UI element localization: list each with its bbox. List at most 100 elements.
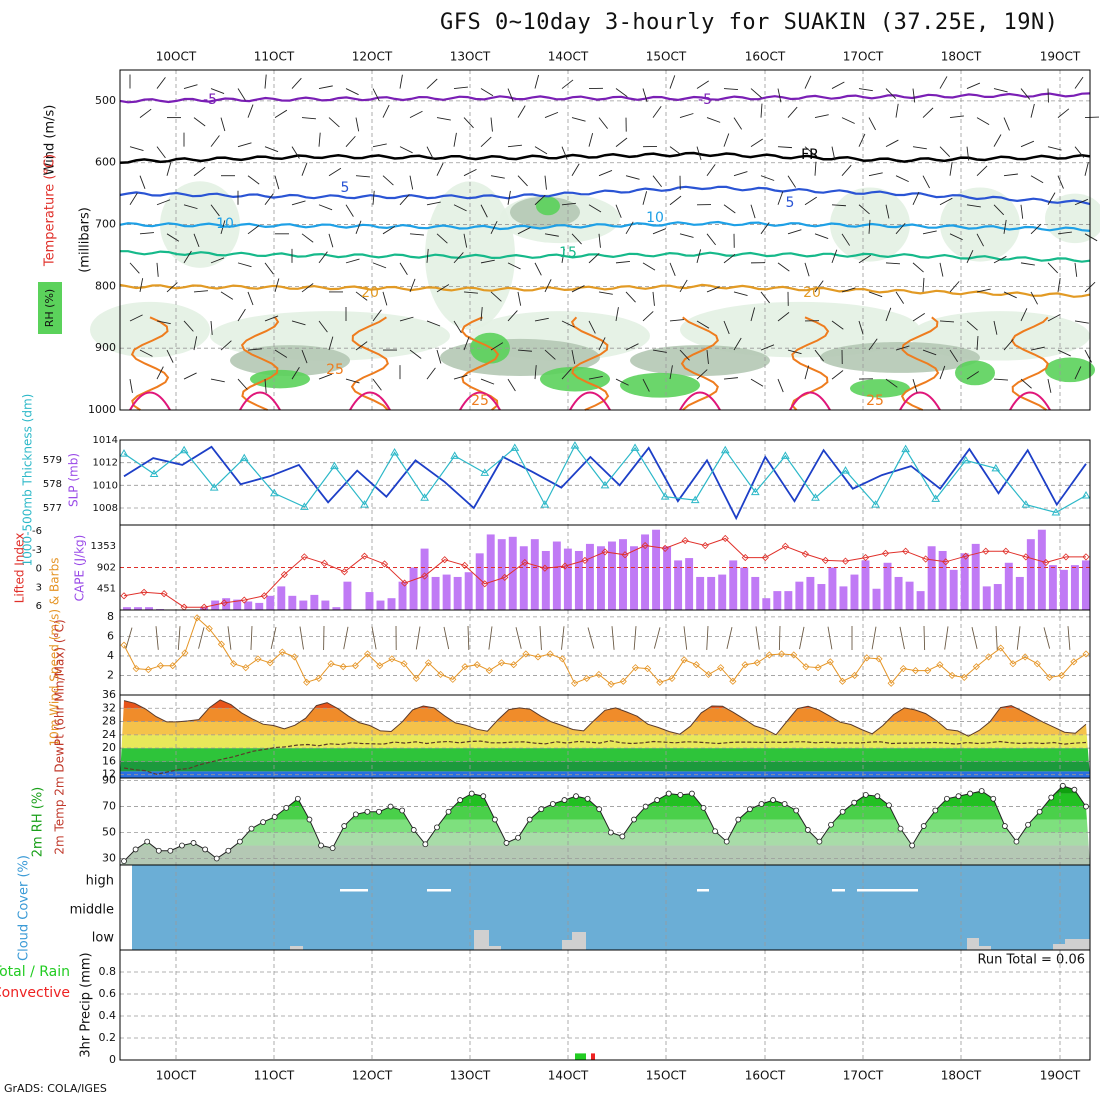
wind-speed-marker-32: [510, 661, 518, 669]
temp-tick-24: 24: [102, 728, 116, 741]
wind-barb: [598, 170, 613, 177]
cloud-low-7: [1053, 944, 1065, 950]
wind-barb: [1074, 198, 1089, 206]
surface-wind-barb: [683, 626, 688, 650]
cape-bar-75: [949, 569, 958, 610]
cloud-level-middle: middle: [70, 903, 114, 918]
cape-bar-51: [685, 558, 694, 610]
wind-barb: [814, 349, 824, 362]
wind-barb: [426, 248, 429, 263]
wind-speed-marker-75: [1033, 660, 1041, 668]
cape-bar-59: [773, 591, 782, 610]
wind-barb: [480, 204, 488, 218]
isotherm-4: [120, 250, 1091, 263]
rh-marker-35: [526, 816, 533, 823]
wind-barb: [264, 193, 274, 206]
wind-barb: [399, 146, 413, 154]
rh-marker-69: [920, 823, 927, 829]
wind-speed-marker-27: [449, 675, 457, 683]
wind-barb: [436, 162, 444, 176]
wind-barb: [895, 175, 909, 183]
wind-barb: [193, 166, 206, 177]
li-marker-23: [581, 556, 589, 564]
wind-barb: [733, 291, 748, 296]
slp-tick-1010: 1010: [93, 480, 118, 491]
cape-bar-19: [332, 607, 341, 610]
wind-barb: [1057, 231, 1072, 235]
pressure-tick-800: 800: [95, 279, 116, 292]
wind-speed-marker-4: [169, 662, 177, 670]
cape-bar-15: [288, 595, 297, 610]
cape-bar-43: [596, 546, 605, 610]
wind-barb: [598, 291, 613, 295]
rh-marker-83: [1083, 803, 1089, 810]
wind-barb: [301, 349, 308, 364]
slp-axis-label: SLP (mb): [67, 453, 81, 507]
wind-speed-marker-79: [1082, 650, 1090, 658]
wind-barb: [642, 88, 648, 103]
li-tick-4: 6: [36, 601, 42, 612]
rh-marker-71: [944, 795, 950, 802]
wind-barb: [382, 291, 388, 306]
wind-barb: [372, 262, 387, 269]
wind-barb: [129, 192, 138, 206]
li-marker-24: [601, 548, 609, 556]
surface-wind-barb: [515, 627, 522, 649]
wind-barb: [777, 88, 782, 103]
surface-wind-barb: [488, 626, 493, 650]
wind-barb: [274, 278, 280, 293]
rh-marker-72: [955, 793, 962, 800]
li-marker-38: [882, 549, 890, 557]
rh-marker-20: [352, 811, 359, 818]
wind-barb: [1074, 320, 1089, 324]
cross-section-frame: [119, 69, 1091, 411]
wind-barb: [993, 320, 998, 335]
cape-tick-1353: 1353: [91, 541, 116, 552]
wind-barb: [355, 117, 360, 132]
wind-barb: [993, 255, 1007, 264]
wind-barb: [436, 284, 450, 293]
wind-barb: [1047, 192, 1056, 205]
wind-barb: [787, 229, 802, 235]
thickness-marker-29: [991, 463, 1001, 472]
wind-barb: [868, 219, 871, 234]
wind-barb: [166, 282, 178, 293]
wind-barb: [814, 114, 829, 119]
li-marker-20: [521, 558, 529, 567]
wind-barb: [544, 349, 556, 360]
cape-bar-33: [486, 534, 495, 610]
wind-barb: [507, 378, 516, 392]
thickness-tick-578: 578: [43, 479, 62, 490]
wind-tick-2: 2: [107, 668, 114, 681]
contour-label-2: FR: [801, 147, 819, 163]
temp-line: [123, 699, 1087, 737]
wind-barb: [183, 372, 197, 380]
li-marker-2: [160, 590, 168, 598]
wind-barb: [1030, 346, 1045, 351]
rh-marker-76: [1001, 823, 1008, 829]
wind-barb: [166, 162, 172, 176]
wind-barb: [139, 232, 154, 235]
wind-barb: [237, 88, 246, 101]
surface-wind-barb: [653, 627, 661, 649]
contour-label-12: 25: [866, 393, 884, 409]
wind-speed-marker-46: [680, 656, 688, 664]
wind-tick-6: 6: [107, 629, 114, 642]
cape-tick-451: 451: [97, 584, 116, 595]
wind-barb: [382, 104, 390, 118]
wind-barb: [895, 103, 899, 118]
chart-title: GFS 0~10day 3-hourly for SUAKIN (37.25E,…: [440, 10, 1059, 35]
rh-marker-16: [306, 816, 313, 823]
cape-bar-32: [475, 553, 484, 610]
wind-barb: [895, 345, 910, 351]
rh-marker-29: [457, 797, 464, 803]
rh-tick-70: 70: [102, 800, 116, 813]
temp-tick-32: 32: [102, 701, 116, 714]
wind-barb: [868, 117, 876, 131]
lifted-index-line: [123, 537, 1086, 608]
rh-marker-81: [1059, 782, 1066, 789]
pressure-axis-label: (millibars): [78, 207, 93, 273]
wind-barb: [1074, 76, 1084, 89]
wind-speed-marker-6: [193, 614, 201, 622]
wind-barb: [480, 259, 495, 264]
